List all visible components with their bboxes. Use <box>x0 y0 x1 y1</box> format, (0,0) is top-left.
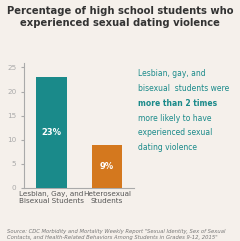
Text: Lesbian, gay, and: Lesbian, gay, and <box>138 69 206 78</box>
Text: 9%: 9% <box>100 162 114 171</box>
Text: Source: CDC Morbidity and Mortality Weekly Report "Sexual Identity, Sex of Sexua: Source: CDC Morbidity and Mortality Week… <box>7 229 226 240</box>
Text: 23%: 23% <box>42 128 62 137</box>
Text: Percentage of high school students who
experienced sexual dating violence: Percentage of high school students who e… <box>7 6 233 28</box>
Text: more likely to have: more likely to have <box>138 114 211 122</box>
Text: experienced sexual: experienced sexual <box>138 128 212 137</box>
Bar <box>36 77 67 188</box>
Text: bisexual  students were: bisexual students were <box>138 84 229 93</box>
Bar <box>92 145 122 188</box>
Text: dating violence: dating violence <box>138 143 197 152</box>
Text: more than 2 times: more than 2 times <box>138 99 217 107</box>
